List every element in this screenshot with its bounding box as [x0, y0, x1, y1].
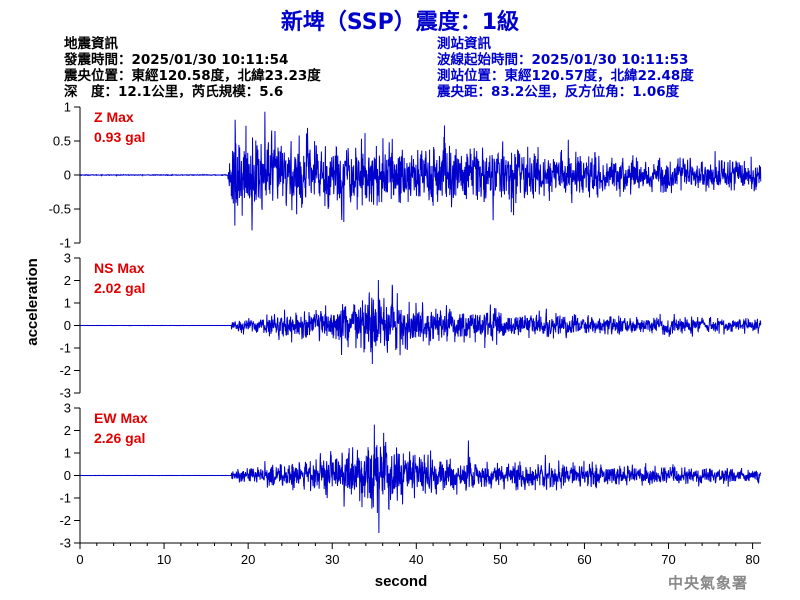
y-axis-label: acceleration: [24, 258, 41, 346]
x-tick-label: 50: [493, 552, 507, 567]
panel-ns: -3 -2 -1 0 1 2 3 NS Max 2.02 gal: [59, 251, 762, 401]
x-tick-label: 10: [157, 552, 171, 567]
panel-ew: -3 -2 -1 0 1 2 3 EW Max 2.26 gal: [59, 401, 762, 551]
event-info-heading: 地震資訊: [64, 36, 118, 52]
y-tick-label: 0: [64, 318, 71, 333]
y-tick-label: -3: [59, 536, 71, 551]
y-tick-label: 0.5: [53, 134, 71, 149]
epicenter-location: 震央位置：東經120.58度，北緯23.23度: [64, 68, 321, 84]
x-tick-label: 0: [76, 552, 83, 567]
chart-title: 新埤（SSP）震度：1級: [280, 10, 520, 35]
y-tick-label: -2: [59, 363, 71, 378]
depth-magnitude: 深 度：12.1公里，芮氏規模：5.6: [64, 84, 284, 100]
x-tick-label: 60: [577, 552, 591, 567]
y-tick-label: -1: [59, 341, 71, 356]
y-tick-label: -3: [59, 386, 71, 401]
y-tick-label: 0: [64, 168, 71, 183]
station-location: 測站位置：東經120.57度，北緯22.48度: [437, 68, 694, 84]
max-title-label: NS Max: [94, 260, 145, 276]
origin-time: 發震時間：2025/01/30 10:11:54: [64, 52, 289, 68]
event-info-block: 地震資訊 發震時間：2025/01/30 10:11:54 震央位置：東經120…: [64, 36, 321, 100]
max-value-label: 0.93 gal: [94, 129, 145, 145]
wave-start-time: 波線起始時間：2025/01/30 10:11:53: [437, 52, 689, 68]
waveform-trace-ew: [79, 424, 762, 534]
panel-z: -1 -0.5 0 0.5 1 Z Max 0.93 gal: [49, 100, 762, 251]
y-tick-label: 0: [64, 468, 71, 483]
y-tick-label: -0.5: [49, 202, 71, 217]
y-tick-label: 3: [64, 401, 71, 416]
x-tick-label: 80: [745, 552, 759, 567]
waveform-trace-z: [79, 111, 762, 231]
waveform-trace-ns: [79, 280, 762, 364]
station-info-block: 測站資訊 波線起始時間：2025/01/30 10:11:53 測站位置：東經1…: [437, 36, 694, 100]
x-tick-label: 30: [325, 552, 339, 567]
distance-azimuth: 震央距：83.2公里，反方位角：1.06度: [437, 84, 680, 100]
x-axis-label: second: [375, 573, 428, 590]
max-title-label: Z Max: [94, 109, 134, 125]
x-tick-label: 70: [661, 552, 675, 567]
max-value-label: 2.02 gal: [94, 280, 145, 296]
max-value-label: 2.26 gal: [94, 430, 145, 446]
y-tick-label: 1: [64, 446, 71, 461]
y-tick-label: 3: [64, 251, 71, 266]
agency-footer: 中央氣象署: [667, 574, 748, 592]
y-tick-label: -1: [59, 236, 71, 251]
y-tick-label: 2: [64, 273, 71, 288]
y-tick-label: -1: [59, 491, 71, 506]
y-tick-label: 2: [64, 423, 71, 438]
y-tick-label: 1: [64, 100, 71, 115]
y-tick-label: 1: [64, 296, 71, 311]
x-tick-label: 40: [409, 552, 423, 567]
max-title-label: EW Max: [94, 410, 148, 426]
y-tick-label: -2: [59, 513, 71, 528]
x-tick-label: 20: [241, 552, 255, 567]
station-info-heading: 測站資訊: [437, 36, 491, 52]
